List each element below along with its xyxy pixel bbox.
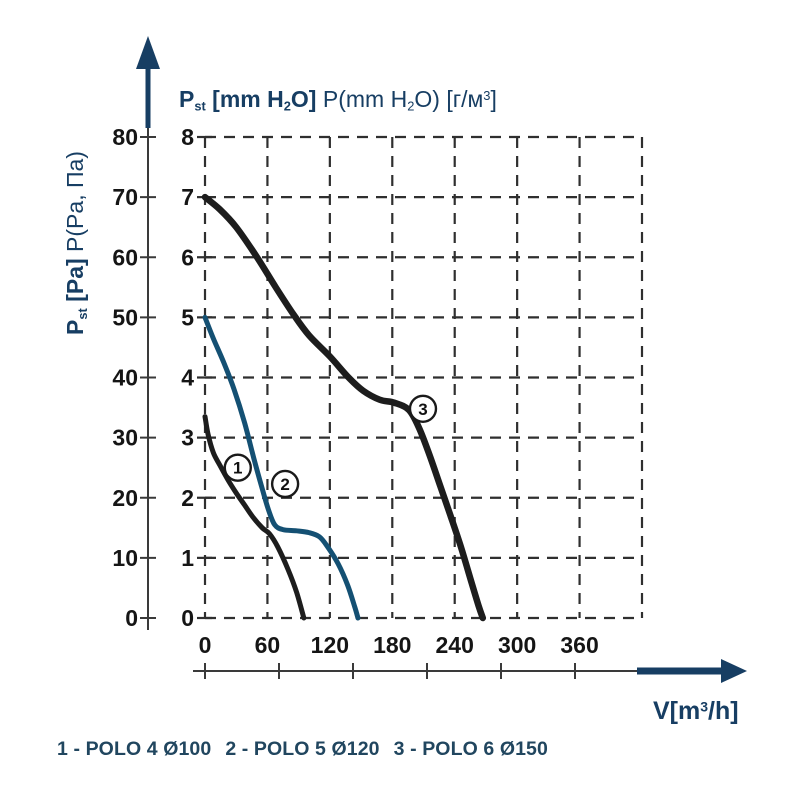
curve-marker-label-3: 3	[418, 400, 427, 419]
pa-tick-label: 70	[112, 184, 138, 210]
mm-tick-label: 6	[181, 244, 194, 270]
pa-tick-label: 80	[112, 124, 138, 150]
x-tick-label: 60	[255, 632, 281, 658]
y-axis-arrow-shaft	[145, 50, 151, 128]
x-tick-label: 300	[498, 632, 536, 658]
mm-tick-label: 8	[181, 124, 194, 150]
pa-tick-label: 20	[112, 485, 138, 511]
curve-marker-circle-1	[223, 453, 252, 482]
secondary-y-axis-title: Pst [mm H2O] P(mm H2O) [г/м3]	[179, 86, 497, 114]
legend-item-polo-4: 1 - POLO 4 Ø100	[57, 738, 212, 760]
x-axis-arrow-shaft	[637, 667, 723, 675]
curve-polo-5	[202, 314, 361, 621]
curve-marker-label-1: 1	[233, 459, 242, 478]
y-axis-arrow-icon	[136, 36, 160, 69]
x-tick-label: 0	[199, 632, 212, 658]
mm-tick-label: 2	[181, 485, 194, 511]
y2-title-symbol: P	[179, 86, 195, 112]
pa-tick-label: 30	[112, 425, 138, 451]
curve-marker-label-2: 2	[280, 475, 289, 494]
pa-tick-label: 40	[112, 365, 138, 391]
pa-tick-label: 50	[112, 304, 138, 330]
curve-polo-6	[201, 193, 487, 622]
legend-item-polo-6: 3 - POLO 6 Ø150	[393, 738, 548, 760]
mm-tick-label: 7	[181, 184, 194, 210]
x-tick-label: 240	[436, 632, 474, 658]
legend-item-polo-5: 2 - POLO 5 Ø120	[225, 738, 380, 760]
pa-tick-label: 60	[112, 244, 138, 270]
mm-tick-label: 5	[181, 304, 194, 330]
y-title-symbol: P	[62, 319, 89, 335]
curve-polo-4	[202, 414, 307, 621]
x-tick-label: 180	[373, 632, 411, 658]
mm-tick-label: 4	[181, 365, 194, 391]
pa-tick-label: 10	[112, 545, 138, 571]
x-tick-label: 360	[560, 632, 598, 658]
pa-tick-label: 0	[125, 605, 138, 631]
curve-marker-circle-3	[408, 394, 438, 423]
y2-title-subscript: st	[194, 98, 206, 114]
mm-tick-label: 3	[181, 425, 194, 451]
x-axis-arrow-icon	[721, 659, 747, 683]
x-tick-label: 120	[311, 632, 349, 658]
x-axis-title: V[m3/h]	[653, 697, 739, 725]
primary-y-axis-title: Pst [Pa] P(Pa, Па)	[62, 151, 90, 335]
y-title-subscript: st	[74, 308, 90, 320]
curve-marker-circle-2	[270, 469, 300, 499]
mm-tick-label: 0	[181, 605, 194, 631]
legend: 1 - POLO 4 Ø100 2 - POLO 5 Ø120 3 - POLO…	[57, 738, 548, 761]
mm-tick-label: 1	[181, 545, 194, 571]
